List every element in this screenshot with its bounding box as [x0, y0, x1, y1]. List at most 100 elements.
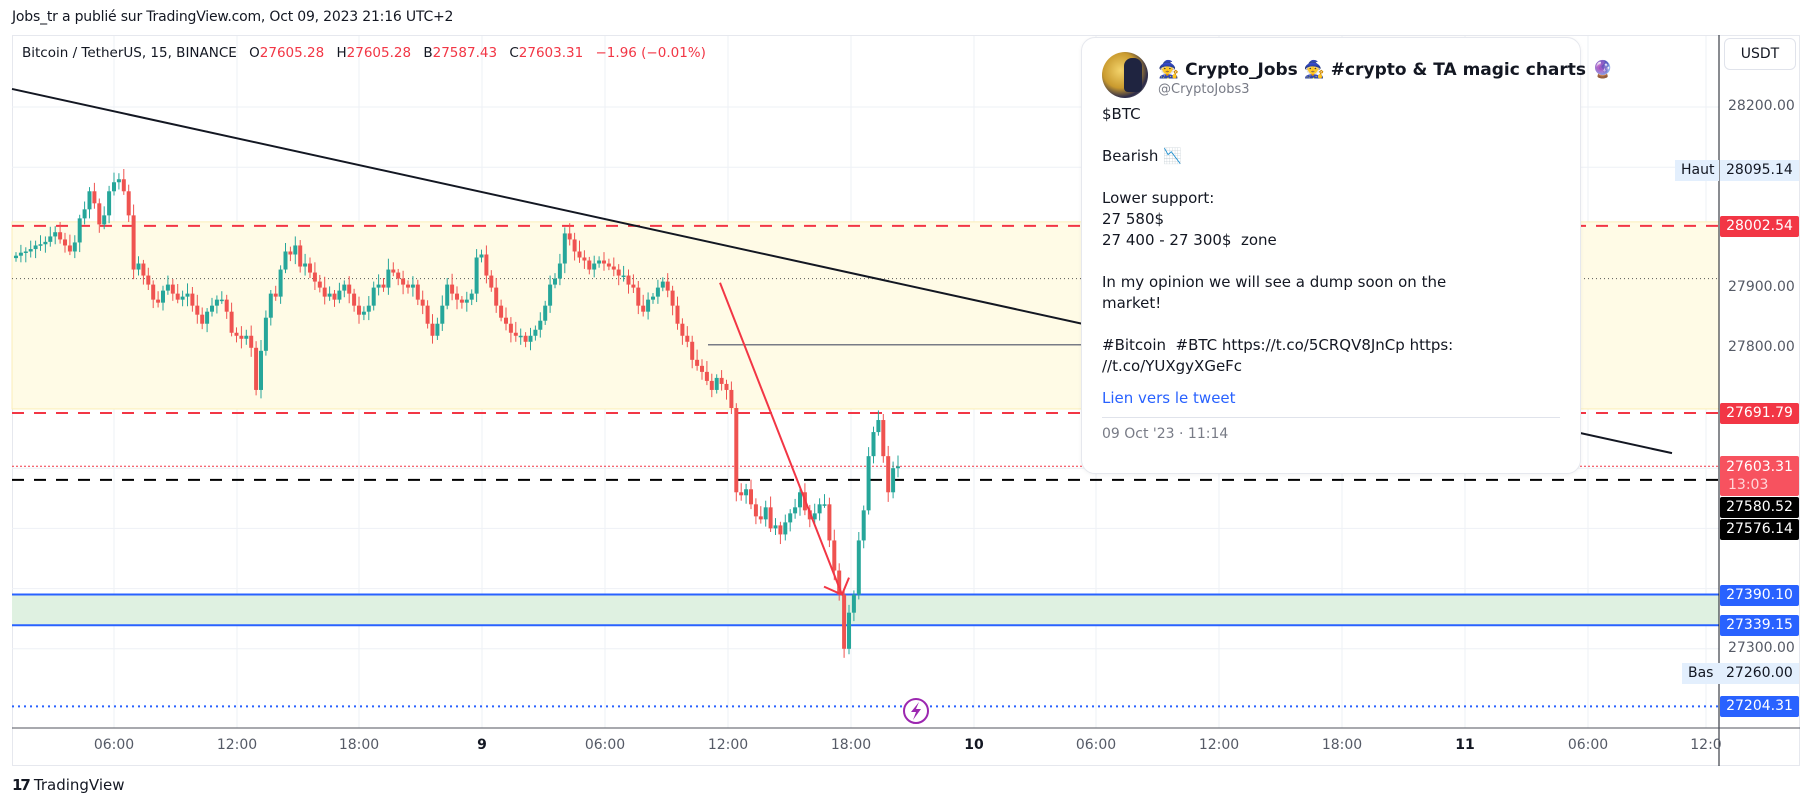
candle-down — [582, 257, 587, 261]
ohlc-legend: Bitcoin / TetherUS, 15, BINANCE O27605.2… — [22, 45, 706, 61]
tweet-date: 09 Oct '23 · 11:14 — [1102, 426, 1229, 442]
candle-down — [513, 332, 518, 336]
candle-up — [23, 251, 28, 253]
candle-down — [126, 191, 131, 216]
candle-down — [572, 239, 577, 252]
tweet-body: $BTC Bearish 📉 Lower support: 27 580$ 27… — [1102, 105, 1454, 375]
candle-down — [200, 314, 205, 324]
candle-up — [876, 420, 881, 433]
candle-up — [136, 263, 141, 270]
candle-up — [597, 260, 602, 264]
candle-up — [244, 335, 249, 339]
tradingview-logo[interactable]: 17 TradingView — [12, 776, 125, 794]
candle-down — [229, 311, 234, 333]
candle-down — [455, 293, 459, 300]
candle-down — [425, 305, 430, 324]
candle-up — [798, 492, 802, 508]
candle-down — [602, 260, 606, 264]
candle-up — [714, 377, 719, 390]
candle-up — [847, 612, 851, 649]
candle-down — [837, 570, 842, 595]
candle-up — [557, 263, 562, 279]
candle-down — [690, 341, 695, 360]
candle-up — [851, 594, 856, 613]
candles — [14, 169, 900, 658]
candle-down — [577, 251, 582, 258]
candle-up — [376, 284, 381, 288]
low-value-tag: 27260.00 — [1720, 662, 1799, 684]
candle-down — [616, 269, 621, 276]
candle-down — [758, 516, 763, 520]
candle-up — [528, 335, 533, 342]
candle-down — [131, 215, 136, 270]
lightning-icon[interactable] — [903, 698, 929, 724]
candle-up — [185, 293, 190, 297]
time-tick: 18:00 — [338, 737, 380, 753]
candle-up — [18, 252, 23, 256]
candle-down — [886, 456, 891, 493]
candle-up — [445, 284, 450, 306]
candle-up — [87, 191, 92, 210]
candle-up — [268, 293, 273, 318]
candle-up — [553, 278, 557, 285]
candle-up — [259, 350, 263, 390]
tweet-link[interactable]: Lien vers le tweet — [1102, 389, 1236, 407]
candle-down — [665, 281, 670, 291]
candle-up — [435, 323, 440, 336]
candle-down — [778, 525, 783, 535]
candle-down — [396, 272, 401, 279]
currency-button[interactable]: USDT — [1724, 38, 1796, 70]
candle-down — [450, 284, 455, 294]
candle-down — [298, 245, 303, 267]
candle-up — [205, 311, 210, 324]
candle-down — [254, 347, 259, 390]
tweet-card: 🧙 Crypto_Jobs 🧙 #crypto & TA magic chart… — [1081, 37, 1613, 474]
candle-up — [366, 305, 371, 312]
candle-up — [744, 489, 749, 496]
candle-up — [43, 241, 48, 245]
candle-down — [170, 284, 175, 294]
candle-down — [224, 299, 229, 312]
candle-up — [303, 263, 308, 267]
candle-up — [543, 305, 548, 321]
candle-down — [63, 239, 67, 246]
price-tick: 28200.00 — [1728, 98, 1795, 114]
candle-down — [489, 275, 494, 288]
candle-up — [464, 299, 469, 303]
price-tag: 27603.31 13:03 — [1720, 456, 1799, 497]
price-tag: 28002.54 — [1720, 215, 1799, 237]
candle-up — [592, 263, 597, 270]
candle-down — [504, 317, 508, 324]
arrow-head-icon — [823, 577, 850, 596]
candle-down — [234, 332, 239, 336]
candle-down — [190, 293, 195, 306]
close-value: 27603.31 — [518, 45, 584, 61]
candle-down — [92, 191, 97, 204]
price-tag: 27204.31 — [1720, 696, 1799, 718]
candle-up — [28, 249, 33, 252]
candle-up — [655, 287, 660, 297]
candle-up — [293, 245, 298, 255]
candle-down — [749, 489, 753, 505]
candle-up — [33, 245, 38, 250]
candle-down — [273, 293, 278, 297]
candle-up — [116, 179, 121, 183]
candle-down — [606, 263, 611, 267]
candle-up — [219, 299, 224, 302]
candle-up — [180, 296, 185, 300]
low-label: Bas — [1682, 662, 1720, 684]
price-tick: 27800.00 — [1728, 338, 1795, 355]
candle-up — [337, 290, 342, 300]
symbol-name[interactable]: Bitcoin / TetherUS, 15, BINANCE — [22, 45, 237, 61]
candle-down — [680, 323, 685, 336]
candle-down — [312, 272, 317, 282]
candle-up — [469, 293, 474, 300]
candle-up — [278, 269, 283, 297]
candle-up — [77, 218, 82, 243]
candle-down — [415, 284, 420, 300]
candle-up — [548, 284, 553, 306]
time-tick: 18:00 — [1321, 737, 1363, 753]
candle-up — [107, 191, 112, 216]
candle-down — [827, 504, 832, 541]
candle-up — [479, 254, 484, 258]
